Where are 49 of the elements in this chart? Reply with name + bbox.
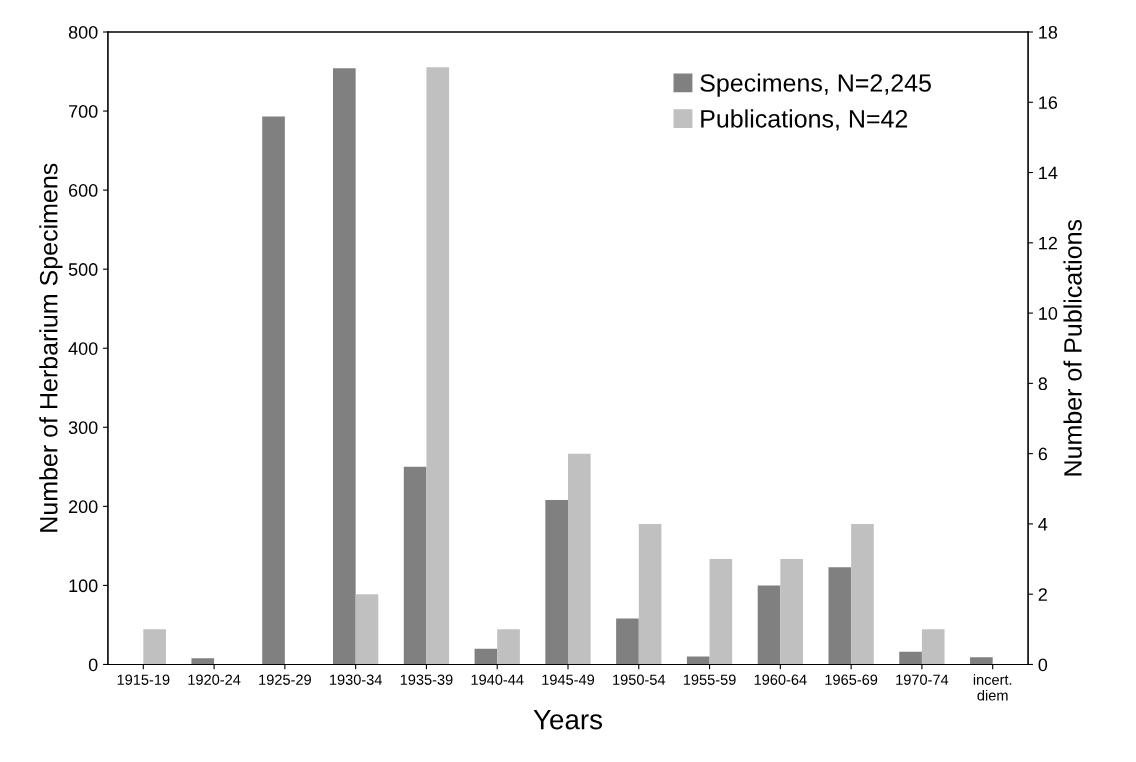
- y2-tick-label: 18: [1039, 25, 1058, 39]
- x-tick-label: 1925-29: [259, 674, 311, 685]
- y-tick-label: 400: [68, 342, 98, 355]
- bar: [497, 629, 520, 665]
- bar: [426, 67, 450, 665]
- y-tick-label: 800: [68, 25, 98, 39]
- bar: [709, 559, 733, 665]
- x-tick-label: 1935-39: [400, 674, 453, 685]
- y-tick-label: 0: [88, 658, 98, 672]
- x-tick-label: 1955-59: [683, 674, 736, 685]
- bar: [191, 658, 215, 665]
- x-axis-title: Years: [533, 710, 603, 730]
- y-tick-label: 600: [68, 184, 98, 197]
- y2-tick-label: 10: [1039, 307, 1058, 320]
- y-tick-label: 500: [68, 263, 98, 276]
- y-tick-label: 100: [69, 579, 98, 593]
- y2-tick-label: 12: [1039, 236, 1057, 250]
- bar: [333, 68, 356, 665]
- y-axis-title: Number of Herbarium Specimens: [39, 163, 63, 532]
- x-tick-label: 1970-74: [896, 674, 949, 685]
- y2-axis-title: Number of Publications: [1063, 219, 1082, 476]
- x-tick-label: 1945-49: [542, 674, 595, 685]
- y2-tick-label: 4: [1038, 518, 1048, 531]
- y-tick-label: 200: [68, 500, 98, 514]
- y-tick-label: 300: [68, 421, 98, 435]
- bar: [921, 629, 945, 665]
- y2-tick-label: 6: [1038, 447, 1048, 461]
- bar: [638, 523, 662, 665]
- bar: [143, 629, 166, 665]
- x-tick-label: 1930-34: [330, 674, 382, 685]
- y-tick-label: 700: [69, 105, 98, 118]
- y2-tick-label: 0: [1038, 658, 1048, 672]
- x-tick-label: 1965-69: [825, 674, 878, 685]
- legend-label: Specimens, N=2,245: [700, 73, 931, 97]
- x-tick-label: 1950-54: [613, 674, 666, 685]
- y2-tick-label: 2: [1038, 588, 1047, 601]
- x-tick-label: 1940-44: [471, 674, 524, 685]
- bar: [970, 657, 993, 665]
- bar: [262, 116, 285, 665]
- y2-tick-label: 8: [1038, 377, 1048, 391]
- legend-label: Publications, N=42: [701, 109, 908, 131]
- y2-tick-label: 14: [1039, 166, 1058, 180]
- x-tick-label: 1960-64: [754, 674, 807, 685]
- bar: [686, 656, 710, 665]
- x-tick-label: 1915-19: [117, 674, 170, 685]
- bar: [355, 594, 379, 665]
- y2-tick-label: 16: [1039, 96, 1058, 109]
- x-tick-label: 1920-24: [188, 674, 241, 685]
- x-tick-label: incert. diem: [973, 674, 1012, 701]
